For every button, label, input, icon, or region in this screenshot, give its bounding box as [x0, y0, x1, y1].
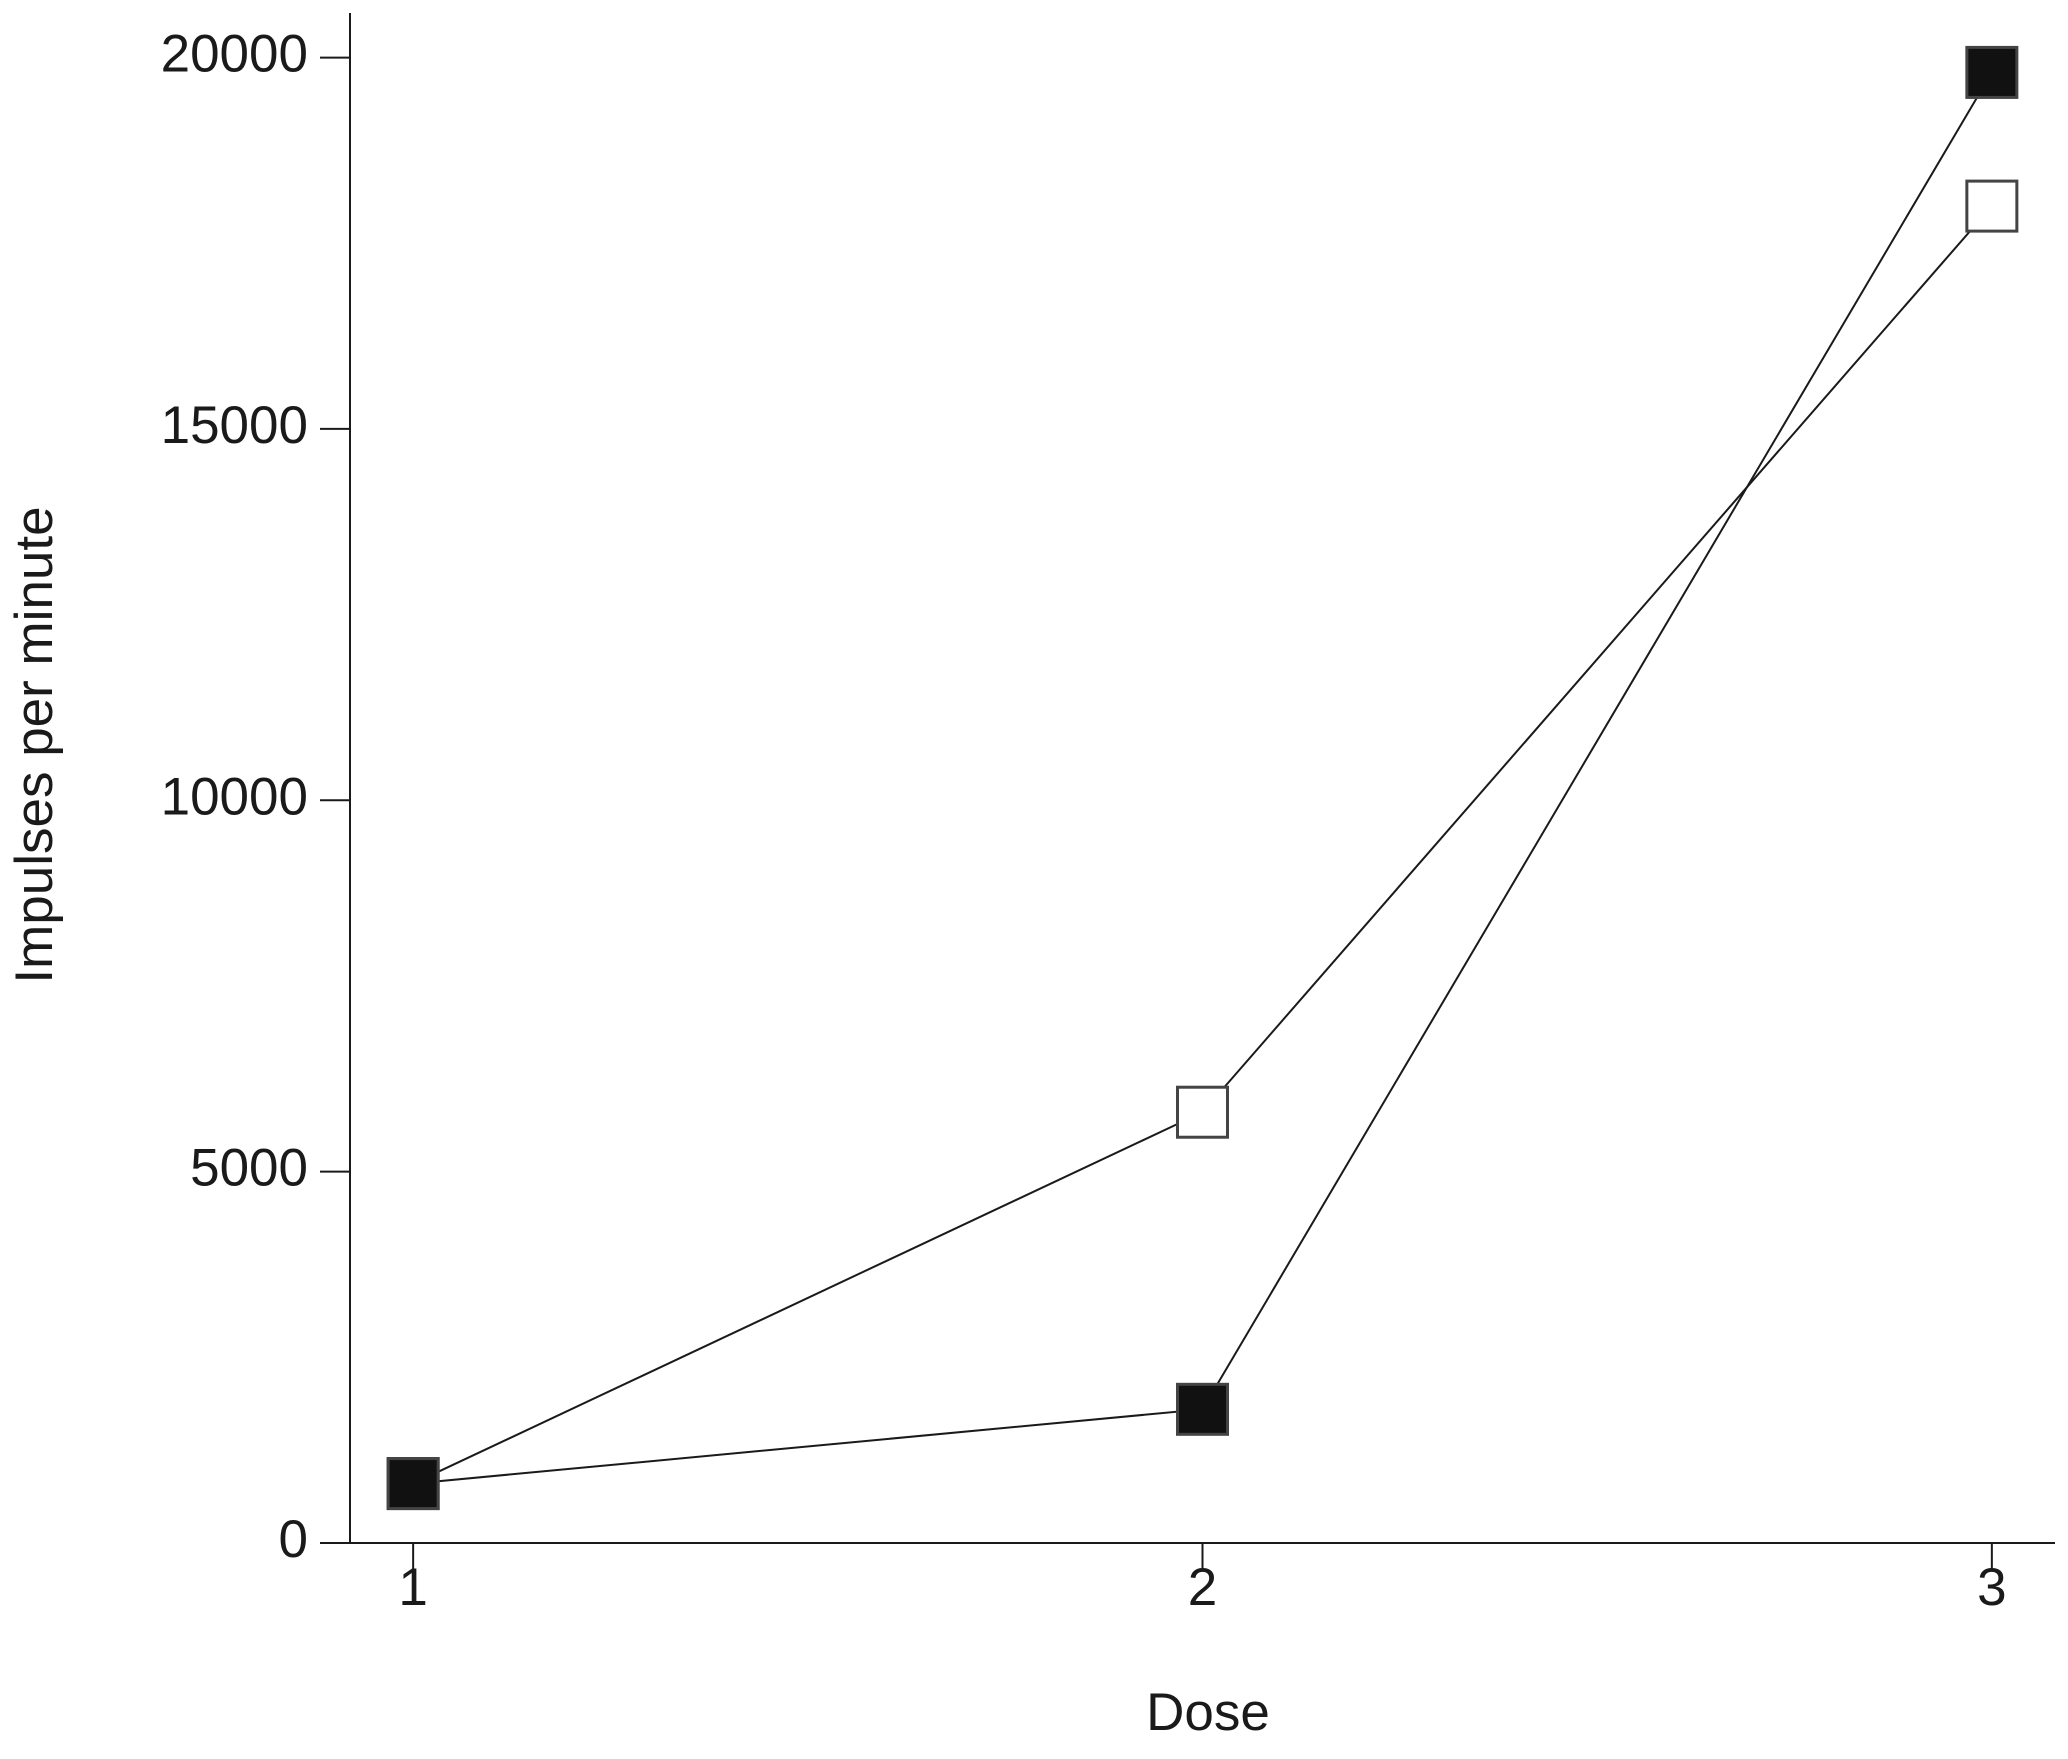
- y-tick-label: 20000: [161, 25, 308, 84]
- y-tick-label: 0: [279, 1510, 308, 1569]
- marker: [1965, 179, 2019, 233]
- marker: [386, 1457, 440, 1511]
- series-line: [412, 205, 1993, 1485]
- y-tick-label: 15000: [161, 396, 308, 455]
- x-tick-label: 2: [1188, 1558, 1217, 1617]
- marker: [1176, 1085, 1229, 1139]
- series-line: [413, 71, 1993, 1485]
- x-tick-label: 1: [398, 1558, 427, 1617]
- x-axis-label: Dose: [1146, 1683, 1270, 1742]
- y-axis-label: Impulses per minute: [5, 506, 64, 983]
- marker: [1965, 45, 2019, 99]
- x-tick-label: 3: [1977, 1558, 2006, 1617]
- y-tick-label: 10000: [161, 767, 308, 826]
- marker: [1176, 1382, 1229, 1436]
- y-tick-label: 5000: [190, 1139, 308, 1198]
